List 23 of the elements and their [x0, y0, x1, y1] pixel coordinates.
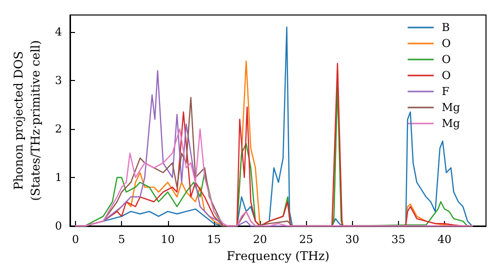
y-tick-label: 3 — [55, 74, 62, 87]
legend-label: O — [442, 53, 451, 66]
y-tick-label: 2 — [55, 122, 62, 136]
legend-label: O — [442, 69, 451, 82]
x-tick-label: 10 — [160, 233, 175, 246]
legend-label: F — [442, 85, 450, 98]
legend-label: Mg — [442, 101, 460, 114]
legend-label: Mg — [442, 117, 460, 130]
x-tick-label: 20 — [253, 233, 268, 246]
legend-label: B — [442, 21, 450, 34]
y-tick-label: 0 — [55, 220, 62, 232]
y-tick-label: 1 — [55, 170, 62, 184]
legend-label: O — [442, 37, 451, 50]
x-tick-label: 15 — [206, 233, 221, 246]
y-tick-label: 4 — [55, 25, 62, 38]
x-tick-label: 35 — [391, 233, 406, 246]
x-tick-label: 25 — [299, 233, 314, 246]
x-tick-label: 40 — [437, 233, 452, 246]
x-axis-title: Frequency (THz) — [226, 249, 330, 263]
y-axis-title: Phonon projected DOS (States/THz·primitive cell) — [12, 40, 43, 201]
x-tick-label: 5 — [118, 233, 126, 246]
x-tick-label: 30 — [345, 233, 360, 246]
x-tick-label: 0 — [72, 233, 80, 246]
